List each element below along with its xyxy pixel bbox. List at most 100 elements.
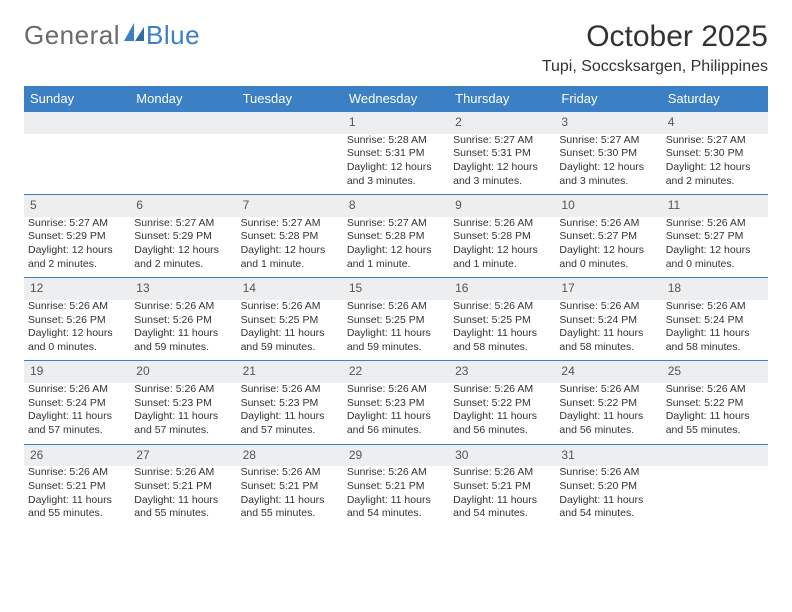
day-detail: Sunrise: 5:26 AMSunset: 5:21 PMDaylight:… <box>24 466 130 527</box>
day-detail: Sunrise: 5:27 AMSunset: 5:28 PMDaylight:… <box>237 217 343 278</box>
day-number: 9 <box>449 195 555 217</box>
day-detail: Sunrise: 5:26 AMSunset: 5:23 PMDaylight:… <box>237 383 343 444</box>
detail-text: Sunrise: 5:26 AMSunset: 5:21 PMDaylight:… <box>134 466 232 521</box>
day-number: 4 <box>662 112 768 134</box>
detail-text: Sunrise: 5:28 AMSunset: 5:31 PMDaylight:… <box>347 134 445 189</box>
day-detail: Sunrise: 5:27 AMSunset: 5:31 PMDaylight:… <box>449 134 555 195</box>
detail-text: Sunrise: 5:26 AMSunset: 5:25 PMDaylight:… <box>347 300 445 355</box>
day-detail: Sunrise: 5:26 AMSunset: 5:27 PMDaylight:… <box>662 217 768 278</box>
day-number: 22 <box>343 361 449 383</box>
day-number: 17 <box>555 278 661 300</box>
day-detail: Sunrise: 5:26 AMSunset: 5:25 PMDaylight:… <box>343 300 449 361</box>
daynum-row: 567891011 <box>24 195 768 217</box>
detail-text: Sunrise: 5:26 AMSunset: 5:27 PMDaylight:… <box>666 217 764 272</box>
day-detail: Sunrise: 5:26 AMSunset: 5:20 PMDaylight:… <box>555 466 661 527</box>
day-detail: Sunrise: 5:26 AMSunset: 5:24 PMDaylight:… <box>662 300 768 361</box>
detail-text: Sunrise: 5:26 AMSunset: 5:28 PMDaylight:… <box>453 217 551 272</box>
detail-text: Sunrise: 5:26 AMSunset: 5:21 PMDaylight:… <box>453 466 551 521</box>
detail-text: Sunrise: 5:26 AMSunset: 5:21 PMDaylight:… <box>347 466 445 521</box>
month-title: October 2025 <box>542 20 768 54</box>
detail-text: Sunrise: 5:26 AMSunset: 5:22 PMDaylight:… <box>666 383 764 438</box>
day-detail: Sunrise: 5:27 AMSunset: 5:28 PMDaylight:… <box>343 217 449 278</box>
day-detail: Sunrise: 5:26 AMSunset: 5:28 PMDaylight:… <box>449 217 555 278</box>
detail-text: Sunrise: 5:26 AMSunset: 5:24 PMDaylight:… <box>666 300 764 355</box>
detail-text: Sunrise: 5:26 AMSunset: 5:23 PMDaylight:… <box>134 383 232 438</box>
detail-text: Sunrise: 5:26 AMSunset: 5:22 PMDaylight:… <box>453 383 551 438</box>
detail-text: Sunrise: 5:27 AMSunset: 5:29 PMDaylight:… <box>134 217 232 272</box>
location: Tupi, Soccsksargen, Philippines <box>542 58 768 76</box>
day-number: 21 <box>237 361 343 383</box>
day-number: 31 <box>555 444 661 466</box>
day-detail: Sunrise: 5:26 AMSunset: 5:22 PMDaylight:… <box>662 383 768 444</box>
day-number: 18 <box>662 278 768 300</box>
detail-text: Sunrise: 5:26 AMSunset: 5:23 PMDaylight:… <box>347 383 445 438</box>
daynum-row: 1234 <box>24 112 768 134</box>
day-number: 8 <box>343 195 449 217</box>
daynum-row: 12131415161718 <box>24 278 768 300</box>
day-header: Monday <box>130 86 236 112</box>
day-detail: Sunrise: 5:27 AMSunset: 5:29 PMDaylight:… <box>130 217 236 278</box>
day-number: 13 <box>130 278 236 300</box>
detail-text: Sunrise: 5:26 AMSunset: 5:26 PMDaylight:… <box>134 300 232 355</box>
day-header: Saturday <box>662 86 768 112</box>
day-number: 14 <box>237 278 343 300</box>
day-detail <box>662 466 768 527</box>
day-detail <box>130 134 236 195</box>
day-detail: Sunrise: 5:26 AMSunset: 5:27 PMDaylight:… <box>555 217 661 278</box>
detail-text: Sunrise: 5:26 AMSunset: 5:24 PMDaylight:… <box>28 383 126 438</box>
detail-text: Sunrise: 5:26 AMSunset: 5:25 PMDaylight:… <box>453 300 551 355</box>
day-number: 20 <box>130 361 236 383</box>
detail-text: Sunrise: 5:27 AMSunset: 5:28 PMDaylight:… <box>347 217 445 272</box>
day-number: 27 <box>130 444 236 466</box>
detail-text: Sunrise: 5:26 AMSunset: 5:24 PMDaylight:… <box>559 300 657 355</box>
day-detail: Sunrise: 5:26 AMSunset: 5:22 PMDaylight:… <box>555 383 661 444</box>
day-header: Tuesday <box>237 86 343 112</box>
day-number: 26 <box>24 444 130 466</box>
daynum-row: 262728293031 <box>24 444 768 466</box>
detail-text: Sunrise: 5:26 AMSunset: 5:21 PMDaylight:… <box>28 466 126 521</box>
calendar-body: 1234 Sunrise: 5:28 AMSunset: 5:31 PMDayl… <box>24 112 768 527</box>
day-header: Wednesday <box>343 86 449 112</box>
logo-text-a: General <box>24 20 120 51</box>
detail-text: Sunrise: 5:26 AMSunset: 5:27 PMDaylight:… <box>559 217 657 272</box>
day-detail: Sunrise: 5:26 AMSunset: 5:24 PMDaylight:… <box>555 300 661 361</box>
detail-text: Sunrise: 5:27 AMSunset: 5:29 PMDaylight:… <box>28 217 126 272</box>
day-number: 2 <box>449 112 555 134</box>
day-number: 25 <box>662 361 768 383</box>
detail-text: Sunrise: 5:26 AMSunset: 5:23 PMDaylight:… <box>241 383 339 438</box>
day-number: 12 <box>24 278 130 300</box>
day-number: 28 <box>237 444 343 466</box>
day-number: 3 <box>555 112 661 134</box>
day-number: 23 <box>449 361 555 383</box>
day-detail: Sunrise: 5:26 AMSunset: 5:25 PMDaylight:… <box>237 300 343 361</box>
detail-text: Sunrise: 5:26 AMSunset: 5:26 PMDaylight:… <box>28 300 126 355</box>
day-number <box>662 444 768 466</box>
calendar-table: Sunday Monday Tuesday Wednesday Thursday… <box>24 86 768 527</box>
day-number: 7 <box>237 195 343 217</box>
logo-text-b: Blue <box>146 20 200 51</box>
day-detail: Sunrise: 5:26 AMSunset: 5:26 PMDaylight:… <box>24 300 130 361</box>
detail-text: Sunrise: 5:27 AMSunset: 5:31 PMDaylight:… <box>453 134 551 189</box>
day-number <box>24 112 130 134</box>
detail-row: Sunrise: 5:28 AMSunset: 5:31 PMDaylight:… <box>24 134 768 195</box>
detail-text: Sunrise: 5:27 AMSunset: 5:30 PMDaylight:… <box>666 134 764 189</box>
detail-text: Sunrise: 5:26 AMSunset: 5:25 PMDaylight:… <box>241 300 339 355</box>
day-number <box>130 112 236 134</box>
detail-text: Sunrise: 5:26 AMSunset: 5:21 PMDaylight:… <box>241 466 339 521</box>
day-detail: Sunrise: 5:26 AMSunset: 5:23 PMDaylight:… <box>130 383 236 444</box>
detail-text: Sunrise: 5:27 AMSunset: 5:28 PMDaylight:… <box>241 217 339 272</box>
day-detail: Sunrise: 5:26 AMSunset: 5:21 PMDaylight:… <box>343 466 449 527</box>
day-detail: Sunrise: 5:26 AMSunset: 5:24 PMDaylight:… <box>24 383 130 444</box>
day-detail: Sunrise: 5:26 AMSunset: 5:22 PMDaylight:… <box>449 383 555 444</box>
day-number: 11 <box>662 195 768 217</box>
day-number: 15 <box>343 278 449 300</box>
day-detail: Sunrise: 5:27 AMSunset: 5:30 PMDaylight:… <box>662 134 768 195</box>
day-detail: Sunrise: 5:26 AMSunset: 5:21 PMDaylight:… <box>237 466 343 527</box>
detail-row: Sunrise: 5:27 AMSunset: 5:29 PMDaylight:… <box>24 217 768 278</box>
detail-text: Sunrise: 5:26 AMSunset: 5:22 PMDaylight:… <box>559 383 657 438</box>
day-number: 5 <box>24 195 130 217</box>
day-detail: Sunrise: 5:28 AMSunset: 5:31 PMDaylight:… <box>343 134 449 195</box>
day-number: 19 <box>24 361 130 383</box>
day-detail: Sunrise: 5:27 AMSunset: 5:29 PMDaylight:… <box>24 217 130 278</box>
day-number <box>237 112 343 134</box>
